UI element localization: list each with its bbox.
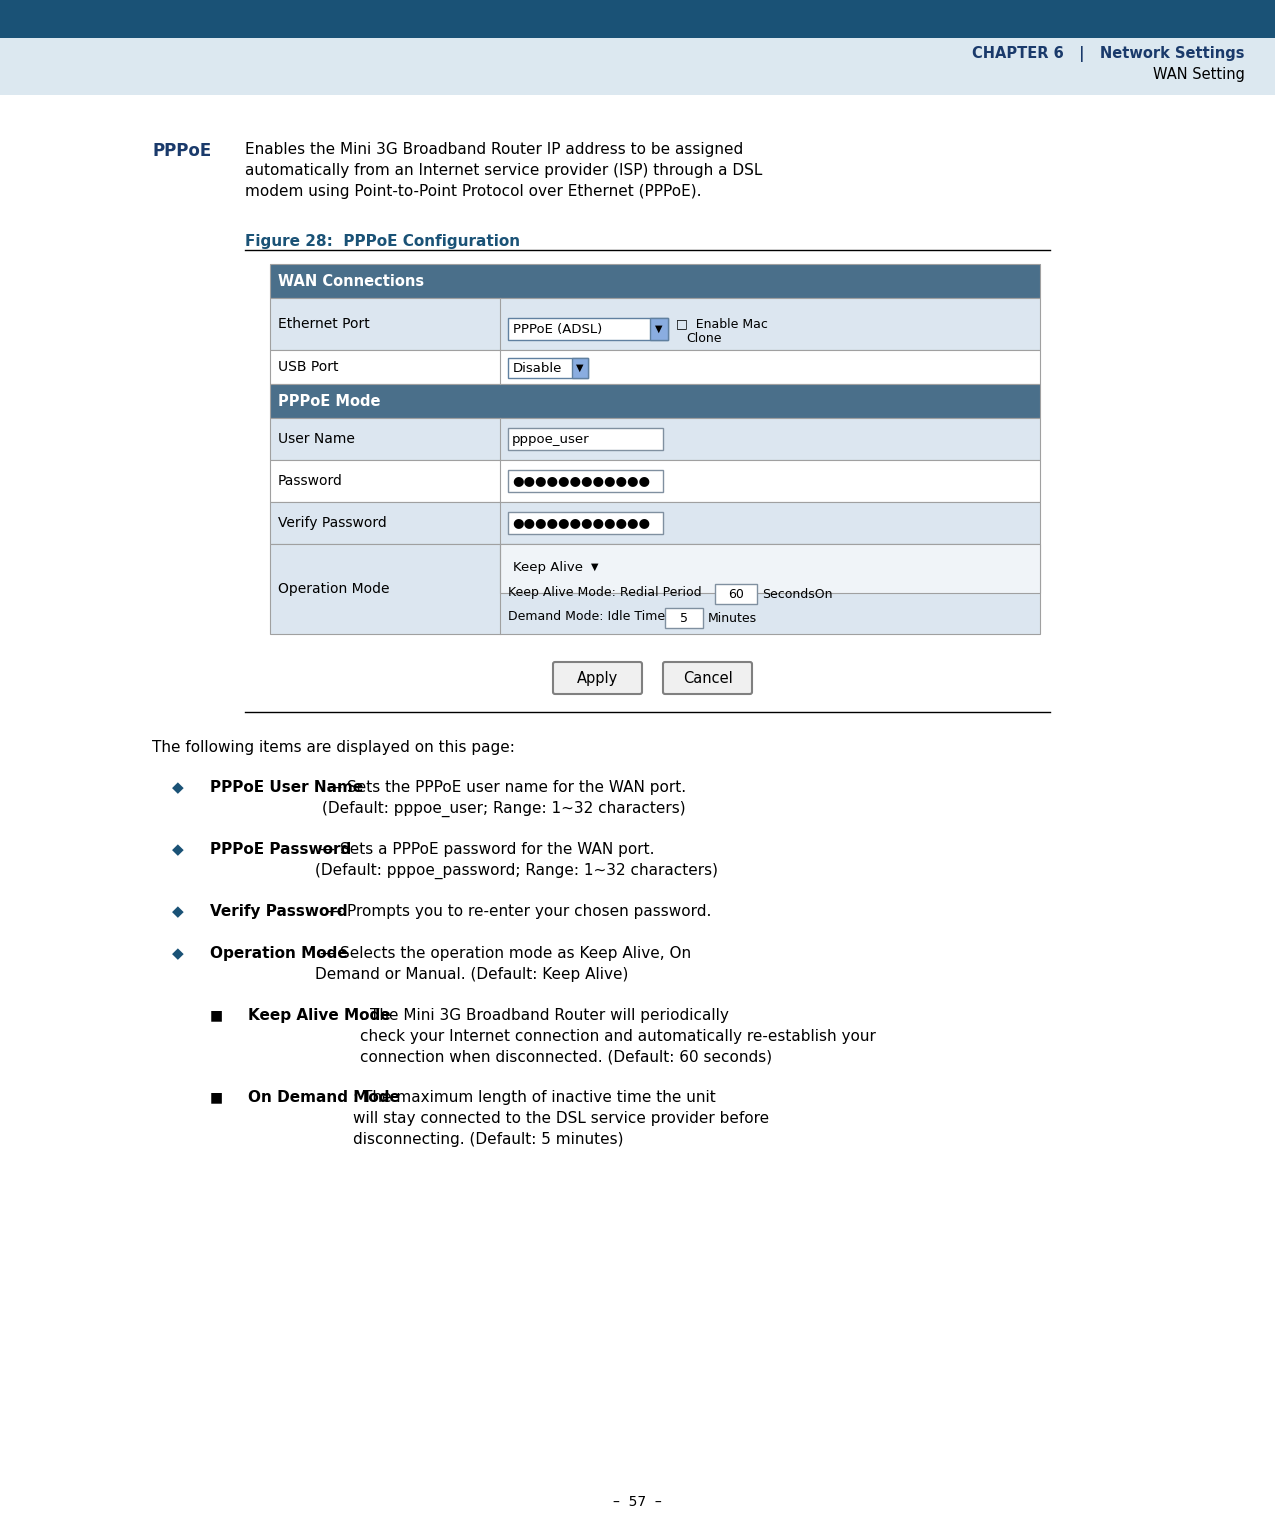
Bar xyxy=(0,0,1275,38)
Bar xyxy=(270,349,1040,385)
Text: — Sets a PPPoE password for the WAN port.
(Default: pppoe_password; Range: 1~32 : — Sets a PPPoE password for the WAN port… xyxy=(315,843,718,879)
Text: 60: 60 xyxy=(728,587,743,601)
Bar xyxy=(650,319,668,340)
Bar xyxy=(270,418,1040,460)
Text: Minutes: Minutes xyxy=(708,611,757,625)
Text: : The maximum length of inactive time the unit
will stay connected to the DSL se: : The maximum length of inactive time th… xyxy=(353,1089,769,1147)
Text: — Selects the operation mode as Keep Alive, On
Demand or Manual. (Default: Keep : — Selects the operation mode as Keep Ali… xyxy=(315,945,691,982)
Text: User Name: User Name xyxy=(278,432,354,446)
Text: CHAPTER 6   |   Network Settings: CHAPTER 6 | Network Settings xyxy=(973,46,1244,61)
Text: ▼: ▼ xyxy=(655,323,663,334)
Bar xyxy=(572,358,588,378)
Bar xyxy=(270,502,1040,544)
Text: PPPoE: PPPoE xyxy=(152,142,212,159)
Text: Password: Password xyxy=(278,473,343,489)
Text: PPPoE (ADSL): PPPoE (ADSL) xyxy=(513,323,602,336)
Bar xyxy=(270,299,1040,349)
Text: PPPoE Password: PPPoE Password xyxy=(210,843,351,856)
Bar xyxy=(0,38,1275,95)
Text: ◆: ◆ xyxy=(172,945,184,961)
Bar xyxy=(507,427,663,450)
Text: PPPoE User Name: PPPoE User Name xyxy=(210,780,363,795)
Bar xyxy=(270,385,1040,418)
Text: –  57  –: – 57 – xyxy=(612,1495,662,1509)
Text: ◆: ◆ xyxy=(172,904,184,919)
Bar xyxy=(507,556,603,578)
Text: ◆: ◆ xyxy=(172,843,184,856)
Text: WAN Setting: WAN Setting xyxy=(1153,67,1244,83)
Bar xyxy=(666,608,703,628)
Text: On Demand Mode: On Demand Mode xyxy=(249,1089,400,1105)
Bar xyxy=(507,319,668,340)
Text: Verify Password: Verify Password xyxy=(210,904,348,919)
Text: WAN Connections: WAN Connections xyxy=(278,274,425,288)
Text: : The Mini 3G Broadband Router will periodically
check your Internet connection : : The Mini 3G Broadband Router will peri… xyxy=(361,1008,876,1065)
Text: ●●●●●●●●●●●●: ●●●●●●●●●●●● xyxy=(513,516,650,530)
Bar xyxy=(507,358,588,378)
Text: Operation Mode: Operation Mode xyxy=(210,945,348,961)
Text: Apply: Apply xyxy=(576,671,618,685)
Bar xyxy=(507,470,663,492)
Bar xyxy=(270,264,1040,299)
Text: USB Port: USB Port xyxy=(278,360,338,374)
FancyBboxPatch shape xyxy=(553,662,643,694)
Text: ●●●●●●●●●●●●: ●●●●●●●●●●●● xyxy=(513,475,650,487)
Text: ▼: ▼ xyxy=(576,363,584,372)
Text: Ethernet Port: Ethernet Port xyxy=(278,317,370,331)
Text: Operation Mode: Operation Mode xyxy=(278,582,389,596)
Bar xyxy=(270,544,1040,634)
Bar xyxy=(715,584,757,604)
Text: Clone: Clone xyxy=(686,331,722,345)
Text: — Prompts you to re-enter your chosen password.: — Prompts you to re-enter your chosen pa… xyxy=(323,904,711,919)
Text: pppoe_user: pppoe_user xyxy=(513,432,589,446)
Text: The following items are displayed on this page:: The following items are displayed on thi… xyxy=(152,740,515,755)
Text: 5: 5 xyxy=(680,611,688,625)
Bar xyxy=(500,544,1040,593)
Text: Disable: Disable xyxy=(513,362,562,374)
Text: Cancel: Cancel xyxy=(682,671,732,685)
Text: Enables the Mini 3G Broadband Router IP address to be assigned
automatically fro: Enables the Mini 3G Broadband Router IP … xyxy=(245,142,762,199)
Text: ■: ■ xyxy=(210,1008,223,1022)
FancyBboxPatch shape xyxy=(663,662,752,694)
Text: ◆: ◆ xyxy=(172,780,184,795)
Bar xyxy=(586,556,603,578)
Text: — Sets the PPPoE user name for the WAN port.
(Default: pppoe_user; Range: 1~32 c: — Sets the PPPoE user name for the WAN p… xyxy=(323,780,687,817)
Text: ▼: ▼ xyxy=(592,562,599,571)
Text: PPPoE Mode: PPPoE Mode xyxy=(278,394,380,409)
Text: Demand Mode: Idle Time: Demand Mode: Idle Time xyxy=(507,610,666,622)
Bar xyxy=(270,460,1040,502)
Text: ■: ■ xyxy=(210,1089,223,1105)
Bar xyxy=(507,512,663,535)
Text: Keep Alive Mode: Keep Alive Mode xyxy=(249,1008,390,1023)
Text: Figure 28:  PPPoE Configuration: Figure 28: PPPoE Configuration xyxy=(245,234,520,250)
Text: □  Enable Mac: □ Enable Mac xyxy=(676,317,768,331)
Text: Keep Alive Mode: Redial Period: Keep Alive Mode: Redial Period xyxy=(507,585,701,599)
Text: SecondsOn: SecondsOn xyxy=(762,587,833,601)
Text: Verify Password: Verify Password xyxy=(278,516,386,530)
Text: Keep Alive: Keep Alive xyxy=(513,561,583,573)
